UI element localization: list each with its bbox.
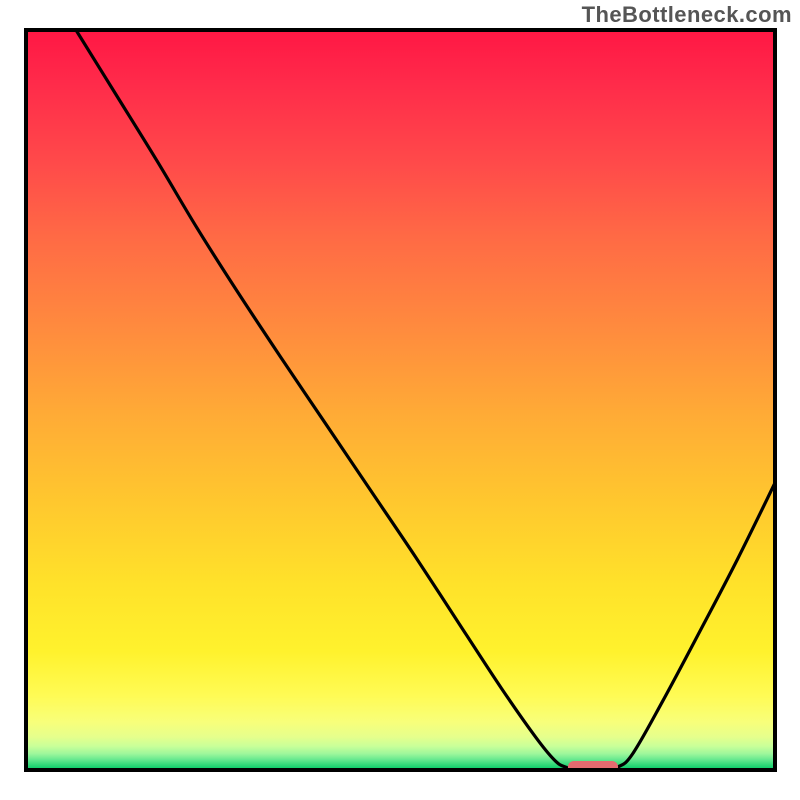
bottleneck-chart-svg [0, 0, 800, 800]
watermark-text: TheBottleneck.com [582, 2, 792, 28]
plot-background [26, 30, 775, 770]
bottleneck-chart-container: TheBottleneck.com [0, 0, 800, 800]
